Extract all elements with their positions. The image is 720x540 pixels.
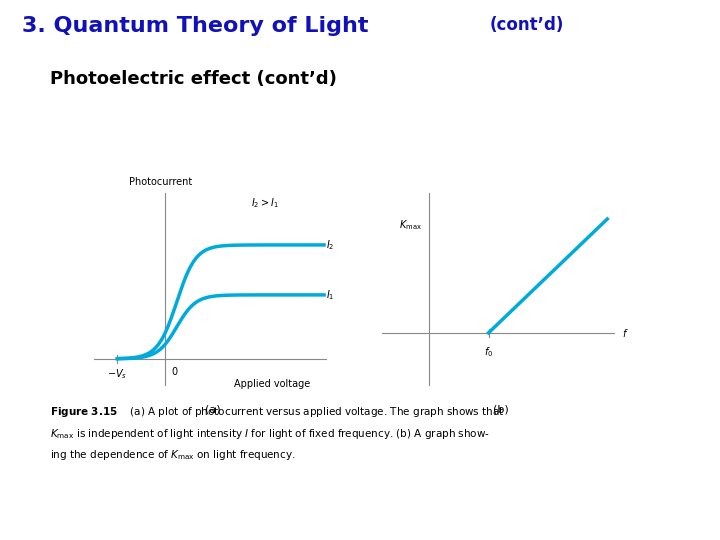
Text: $-V_s$: $-V_s$ (107, 367, 127, 381)
Text: 0: 0 (171, 367, 177, 377)
Text: $f_0$: $f_0$ (484, 345, 493, 359)
Text: $I_2$: $I_2$ (326, 238, 335, 252)
Text: (b): (b) (492, 405, 508, 415)
Text: (a): (a) (204, 405, 220, 415)
Text: $K_{\mathrm{max}}$ is independent of light intensity $I$ for light of fixed freq: $K_{\mathrm{max}}$ is independent of lig… (50, 427, 490, 441)
Text: (cont’d): (cont’d) (490, 16, 564, 34)
Text: Applied voltage: Applied voltage (234, 379, 310, 389)
Text: Photoelectric effect (cont’d): Photoelectric effect (cont’d) (50, 70, 337, 88)
Text: 3. Quantum Theory of Light: 3. Quantum Theory of Light (22, 16, 368, 36)
Text: $I_1$: $I_1$ (326, 288, 335, 302)
Text: Photocurrent: Photocurrent (128, 177, 192, 187)
Text: $\mathbf{Figure\ 3.15}$    (a) A plot of photocurrent versus applied voltage. Th: $\mathbf{Figure\ 3.15}$ (a) A plot of ph… (50, 405, 505, 419)
Text: $I_2 > I_1$: $I_2 > I_1$ (251, 196, 279, 210)
Text: $K_{\mathrm{max}}$: $K_{\mathrm{max}}$ (399, 218, 422, 232)
Text: ing the dependence of $K_{\mathrm{max}}$ on light frequency.: ing the dependence of $K_{\mathrm{max}}$… (50, 448, 296, 462)
Text: $f$: $f$ (621, 327, 629, 339)
